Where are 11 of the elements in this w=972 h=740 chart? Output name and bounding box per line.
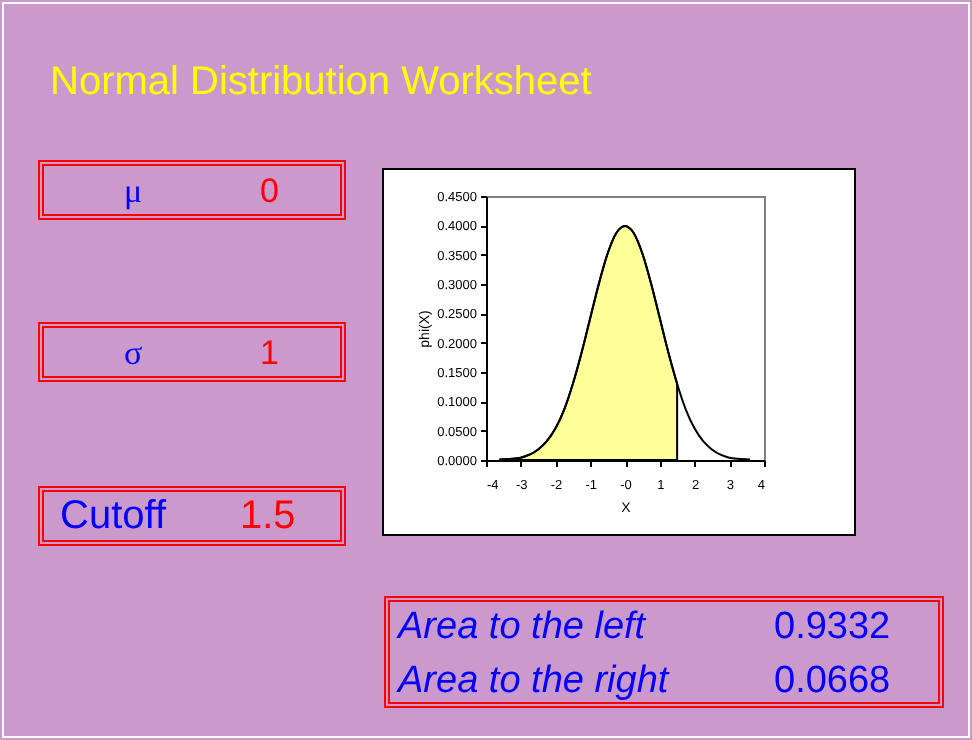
text: Normal Distribution Worksheet xyxy=(50,60,592,106)
text: 0 xyxy=(260,172,279,212)
text: Area to the right xyxy=(398,660,669,704)
text: Area to the left xyxy=(398,606,646,650)
text: σ xyxy=(124,334,143,374)
text: μ xyxy=(124,172,143,212)
text: 1.5 xyxy=(240,494,296,540)
text: 0.9332 xyxy=(774,606,891,650)
text: Cutoff xyxy=(60,494,166,540)
text: 1 xyxy=(260,334,279,374)
text: 0.0668 xyxy=(774,660,891,704)
